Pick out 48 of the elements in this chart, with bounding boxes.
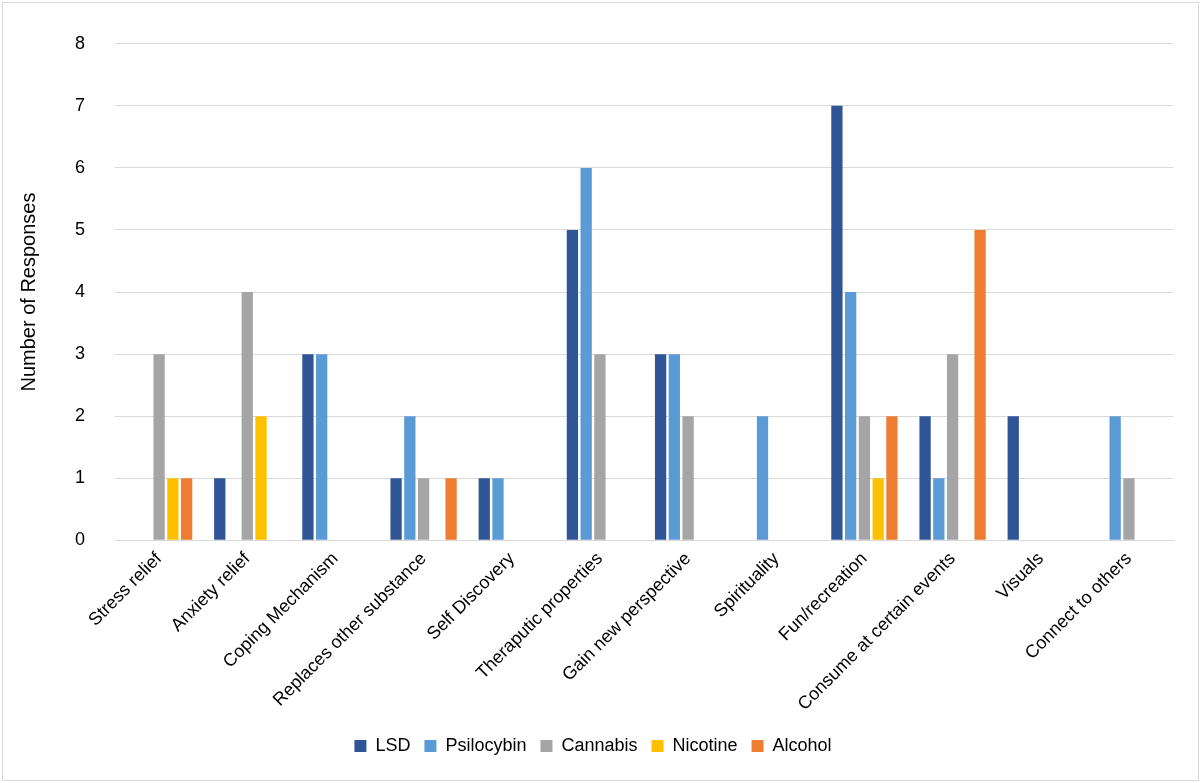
legend-label: Alcohol — [772, 734, 832, 755]
y-axis-title: Number of Responses — [16, 192, 39, 392]
bar — [316, 354, 328, 540]
bar — [1109, 416, 1121, 540]
bar — [872, 478, 884, 540]
bar — [390, 478, 402, 540]
bar — [919, 416, 931, 540]
legend-label: Cannabis — [561, 734, 638, 755]
bar — [180, 478, 193, 540]
bar — [214, 478, 226, 540]
bar — [492, 478, 504, 540]
bar — [302, 354, 314, 540]
bar — [445, 478, 457, 540]
bar — [255, 416, 267, 540]
bar — [241, 292, 253, 540]
bar — [933, 478, 945, 540]
legend-label: Nicotine — [672, 734, 738, 755]
y-tick-label: 1 — [75, 467, 86, 488]
bar — [756, 416, 769, 540]
bar — [682, 416, 694, 540]
bar — [404, 416, 416, 540]
bar — [946, 354, 959, 540]
bar — [594, 354, 606, 540]
bar — [167, 478, 179, 540]
bar — [668, 354, 680, 540]
bar — [886, 416, 898, 540]
y-tick-label: 3 — [75, 343, 86, 364]
bar — [974, 230, 986, 540]
legend-label: LSD — [375, 734, 411, 755]
y-tick-label: 7 — [75, 94, 86, 115]
y-tick-label: 6 — [75, 156, 86, 177]
bar — [153, 354, 165, 540]
legend-label: Psilocybin — [445, 734, 527, 755]
y-tick-label: 4 — [75, 281, 86, 302]
bar — [580, 167, 592, 540]
bar — [417, 478, 430, 540]
y-tick-label: 2 — [75, 405, 86, 426]
bar — [1123, 478, 1135, 540]
bar — [1007, 416, 1019, 540]
bar — [858, 416, 871, 540]
y-tick-label: 0 — [75, 529, 86, 550]
bar — [566, 230, 579, 540]
bar — [654, 354, 667, 540]
bar — [831, 105, 843, 540]
bar — [845, 292, 857, 540]
bar — [478, 478, 490, 540]
y-tick-label: 8 — [75, 32, 86, 53]
y-tick-label: 5 — [75, 218, 86, 239]
